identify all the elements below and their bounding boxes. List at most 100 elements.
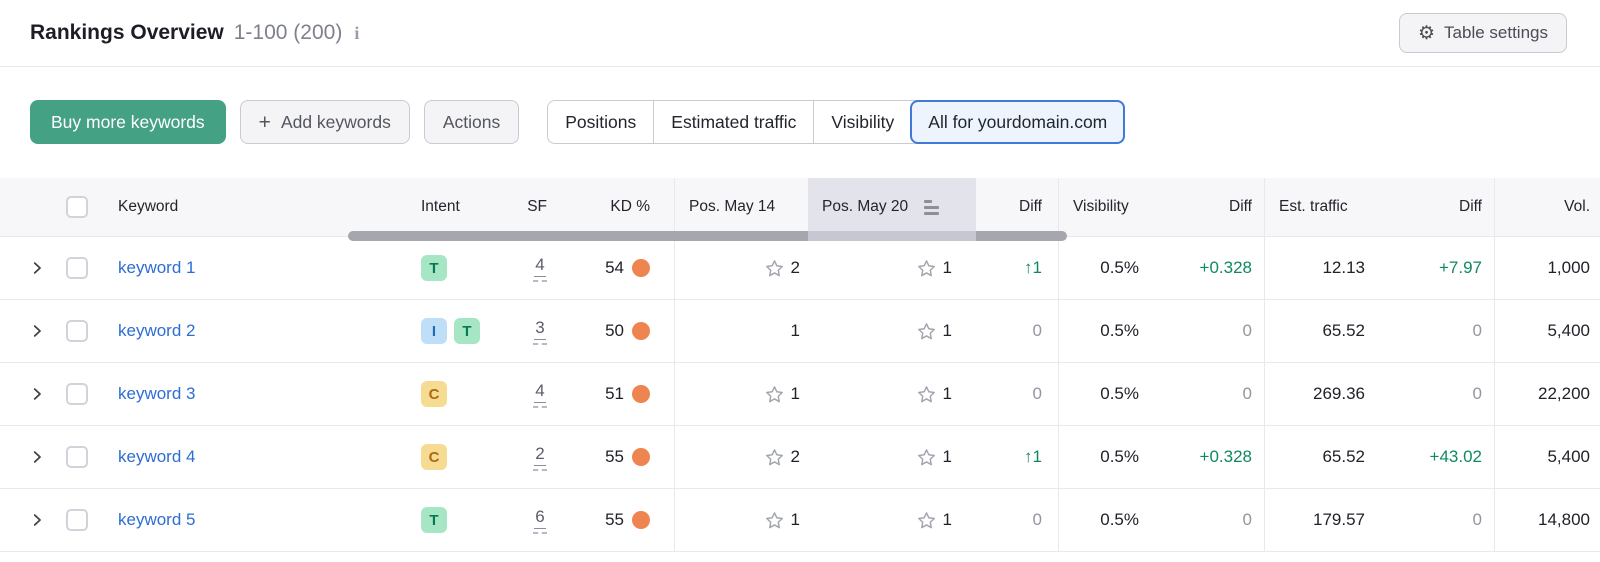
star-icon: [917, 448, 935, 465]
row-checkbox[interactable]: [66, 509, 88, 531]
col-kd[interactable]: KD %: [610, 198, 650, 215]
chevron-right-icon: [33, 451, 41, 463]
sf-value[interactable]: 4: [533, 255, 547, 282]
keyword-link[interactable]: keyword 2: [118, 321, 196, 340]
table-row: keyword 4 C 2 55 2 1 ↑1 0.5% +0.328 65.52 +43.02 5,…: [0, 426, 1600, 489]
col-sf[interactable]: SF: [527, 198, 547, 215]
sf-cell: 3: [505, 300, 560, 362]
chevron-right-icon: [33, 325, 41, 337]
expand-row-button[interactable]: [28, 322, 46, 340]
volume-cell: 14,800: [1494, 489, 1600, 551]
pos-may-20-cell: 1: [808, 426, 976, 488]
col-pos-may-20-sorted[interactable]: Pos. May 20: [808, 178, 976, 236]
view-tabs: Positions Estimated traffic Visibility A…: [547, 100, 1126, 144]
diff-up-value: ↑1: [1024, 447, 1042, 466]
header-checkbox-cell: [62, 178, 106, 236]
col-intent[interactable]: Intent: [421, 198, 460, 215]
add-keywords-button[interactable]: + Add keywords: [239, 100, 410, 144]
row-checkbox[interactable]: [66, 320, 88, 342]
col-est-traffic[interactable]: Est. traffic: [1264, 178, 1380, 236]
checkbox-cell: [62, 489, 106, 551]
tab-visibility[interactable]: Visibility: [813, 101, 911, 143]
visibility-cell: 0.5%: [1058, 363, 1150, 425]
pos-diff-cell: ↑1: [976, 426, 1058, 488]
keyword-link[interactable]: keyword 5: [118, 510, 196, 529]
col-visibility-diff[interactable]: Diff: [1229, 198, 1252, 215]
pos-may-20-cell: 1: [808, 489, 976, 551]
col-pos-may-14[interactable]: Pos. May 14: [674, 178, 808, 236]
keyword-link[interactable]: keyword 3: [118, 384, 196, 403]
est-traffic-diff-cell: 0: [1380, 300, 1494, 362]
sf-value[interactable]: 4: [533, 381, 547, 408]
kd-cell: 54: [560, 237, 674, 299]
select-all-checkbox[interactable]: [66, 196, 88, 218]
expand-cell: [0, 489, 62, 551]
sf-value[interactable]: 3: [533, 318, 547, 345]
diff-value: 0: [1472, 321, 1482, 340]
actions-button[interactable]: Actions: [423, 100, 520, 144]
col-pos-diff[interactable]: Diff: [1019, 198, 1042, 215]
checkbox-cell: [62, 237, 106, 299]
buy-more-keywords-button[interactable]: Buy more keywords: [30, 100, 226, 144]
row-checkbox[interactable]: [66, 383, 88, 405]
row-checkbox[interactable]: [66, 257, 88, 279]
expand-cell: [0, 426, 62, 488]
visibility-cell: 0.5%: [1058, 237, 1150, 299]
pos-diff-cell: 0: [976, 363, 1058, 425]
kd-dot-icon: [632, 448, 650, 466]
page-title: Rankings Overview: [30, 21, 224, 44]
info-icon[interactable]: i: [354, 22, 360, 43]
expand-row-button[interactable]: [28, 511, 46, 529]
keyword-link[interactable]: keyword 1: [118, 258, 196, 277]
est-traffic-cell: 65.52: [1264, 426, 1380, 488]
table-header-row: Keyword Intent SF KD % Pos. May 14 Pos. …: [0, 178, 1600, 241]
expand-row-button[interactable]: [28, 259, 46, 277]
star-icon: [917, 259, 935, 276]
est-traffic-cell: 179.57: [1264, 489, 1380, 551]
table-settings-label: Table settings: [1444, 23, 1548, 42]
intent-badge-T: T: [454, 318, 480, 344]
diff-value: 0: [1032, 384, 1042, 403]
diff-value: 0: [1472, 510, 1482, 529]
expand-cell: [0, 237, 62, 299]
pos-may-14-cell: 1: [674, 489, 808, 551]
keyword-cell: keyword 4: [106, 426, 410, 488]
pos-may-14-cell: 1: [674, 300, 808, 362]
table-body: keyword 1 T 4 54 2 1 ↑1 0.5% +0.328 12.13 +7.97 1,0…: [0, 237, 1600, 552]
kd-cell: 55: [560, 426, 674, 488]
tab-positions[interactable]: Positions: [565, 111, 637, 132]
kd-dot-icon: [632, 259, 650, 277]
visibility-diff-cell: 0: [1150, 363, 1264, 425]
chevron-right-icon: [33, 514, 41, 526]
expand-row-button[interactable]: [28, 385, 46, 403]
horizontal-scrollbar[interactable]: [348, 231, 1067, 241]
col-keyword[interactable]: Keyword: [118, 198, 179, 215]
sf-cell: 4: [505, 237, 560, 299]
visibility-diff-cell: 0: [1150, 489, 1264, 551]
est-traffic-cell: 12.13: [1264, 237, 1380, 299]
sf-value[interactable]: 6: [533, 507, 547, 534]
pos-diff-cell: 0: [976, 489, 1058, 551]
keyword-link[interactable]: keyword 4: [118, 447, 196, 466]
col-visibility[interactable]: Visibility: [1058, 178, 1150, 236]
col-volume[interactable]: Vol.: [1494, 178, 1600, 236]
checkbox-cell: [62, 363, 106, 425]
star-icon: [765, 448, 783, 465]
pos-may-14-cell: 2: [674, 426, 808, 488]
tab-estimated-traffic[interactable]: Estimated traffic: [653, 101, 813, 143]
table-settings-button[interactable]: ⚙ Table settings: [1399, 13, 1567, 53]
page-range-count: 1-100 (200): [233, 21, 343, 44]
kd-cell: 55: [560, 489, 674, 551]
row-checkbox[interactable]: [66, 446, 88, 468]
diff-value: 0: [1242, 384, 1252, 403]
tab-all-for-yourdomain[interactable]: All for yourdomain.com: [910, 100, 1126, 144]
sf-value[interactable]: 2: [533, 444, 547, 471]
pos-may-20-cell: 1: [808, 363, 976, 425]
expand-row-button[interactable]: [28, 448, 46, 466]
col-est-traffic-diff[interactable]: Diff: [1459, 198, 1482, 215]
table-row: keyword 3 C 4 51 1 1 0 0.5% 0 269.36 0 22,200: [0, 363, 1600, 426]
diff-value: 0: [1032, 510, 1042, 529]
sf-cell: 6: [505, 489, 560, 551]
kd-dot-icon: [632, 322, 650, 340]
